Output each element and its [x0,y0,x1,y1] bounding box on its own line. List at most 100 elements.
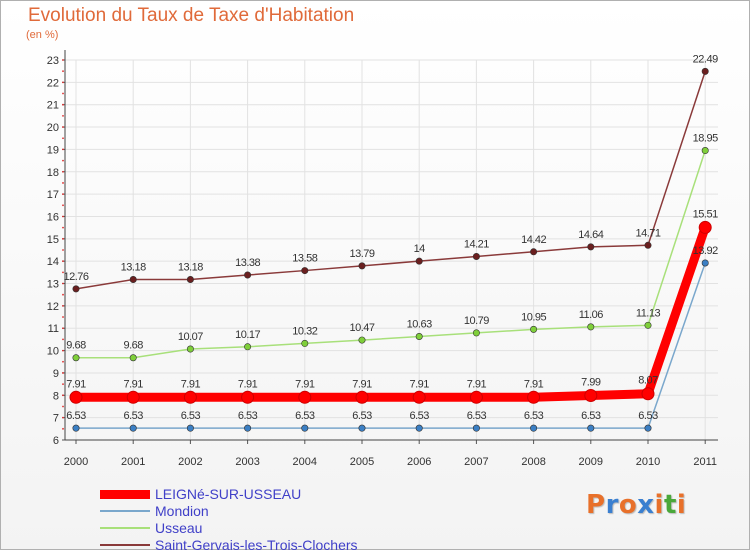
data-label: 13.18 [178,262,203,274]
y-minor-tick [62,427,64,430]
y-minor-tick [62,193,64,196]
y-minor-tick [62,249,64,251]
x-tick-label: 2006 [407,456,431,468]
x-tick-label: 2007 [464,456,488,468]
grid [65,59,718,441]
x-tick-label: 2004 [293,456,317,468]
y-minor-tick [62,416,64,419]
data-label: 14 [414,243,426,255]
data-label: 11.06 [579,309,604,321]
data-point [358,336,366,344]
data-point [129,276,137,284]
data-label: 7.91 [295,378,315,390]
y-tick-label: 21 [47,100,59,112]
data-point [701,147,709,155]
data-point [527,390,541,404]
y-minor-tick [62,114,64,117]
y-tick-label: 13 [47,279,59,291]
data-point [72,285,80,293]
x-tick-label: 2000 [64,456,88,468]
y-minor-tick [62,70,64,73]
data-label: 7.91 [352,378,372,390]
data-label: 7.91 [123,378,143,390]
data-label: 6.53 [409,410,429,422]
y-minor-tick [62,92,64,95]
data-label: 7.91 [524,378,544,390]
data-label: 22.49 [693,53,718,65]
x-tick-label: 2009 [579,456,603,468]
data-label: 10.63 [407,319,432,331]
y-minor-tick [62,271,64,274]
data-label: 7.91 [66,378,86,390]
data-label: 14.64 [578,229,603,241]
series-line-0 [71,222,710,402]
y-tick-label: 12 [47,301,59,313]
y-tick-label: 16 [47,211,59,223]
legend-swatch [100,489,150,499]
series-line-3 [75,70,706,290]
y-minor-tick [62,282,64,285]
data-label: 14.21 [464,238,489,250]
y-tick-label: 23 [47,55,59,67]
data-label: 13.79 [349,248,374,260]
data-label: 13.58 [292,253,317,265]
y-tick-label: 19 [47,144,59,156]
y-minor-tick [62,405,64,408]
legend-label: Usseau [155,520,203,536]
series-line-1 [75,262,706,429]
data-label: 10.32 [292,325,317,337]
data-point [244,271,252,279]
data-point [358,262,366,270]
y-minor-tick [62,103,64,106]
y-minor-tick [62,182,64,184]
data-point [186,424,194,432]
data-label: 7.91 [467,378,487,390]
data-point [129,424,137,432]
data-point [644,241,652,249]
y-minor-tick [62,204,64,207]
data-label: 15.51 [693,208,718,220]
data-point [186,345,194,353]
y-minor-tick [62,126,64,128]
data-label: 6.53 [581,410,601,422]
data-point [701,67,709,75]
y-tick-label: 7 [53,413,59,425]
legend-swatch [100,544,150,546]
y-minor-tick [62,260,64,263]
data-point [530,248,538,256]
y-tick-label: 11 [48,323,59,335]
x-tick-label: 2008 [521,456,545,468]
data-point [415,333,423,341]
data-point [644,424,652,432]
axes: 6 7 8 9 10 11 12 13 14 15 16 17 18 19 20 21 22 23 2000 2001… [47,50,718,468]
proxiti-logo: Proxiti [586,490,687,520]
legend-swatch [100,527,150,529]
data-label: 6.53 [295,410,315,422]
x-tick-label: 2002 [178,456,202,468]
y-tick-label: 17 [47,189,59,201]
data-point [183,390,197,404]
y-tick-label: 15 [47,234,59,246]
data-label: 6.53 [524,410,544,422]
y-tick-label: 6 [53,435,59,447]
data-label: 6.53 [123,410,143,422]
data-label: 9.68 [66,340,86,352]
data-point [415,424,423,432]
data-point [244,343,252,351]
data-point [412,390,426,404]
data-point [641,387,655,401]
y-minor-tick [62,316,64,318]
y-minor-tick [62,237,64,240]
data-point [584,389,598,403]
data-label: 7.99 [581,377,601,389]
y-tick-label: 22 [47,77,59,89]
data-label: 10.17 [235,329,260,341]
data-point [472,329,480,337]
x-tick-label: 2003 [235,456,259,468]
data-point [72,354,80,362]
data-point [129,354,137,362]
data-point [244,424,252,432]
legend-label: Saint-Gervais-les-Trois-Clochers [155,537,358,553]
y-minor-tick [62,327,64,330]
